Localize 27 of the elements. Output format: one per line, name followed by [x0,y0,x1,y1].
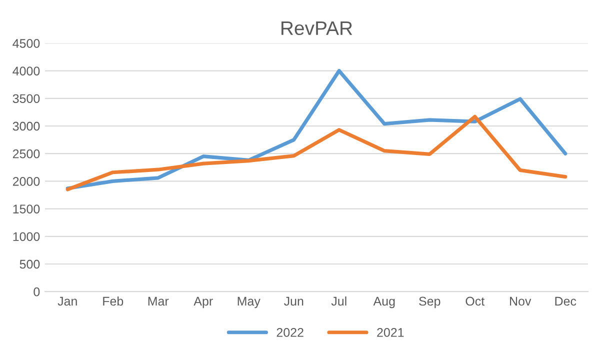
y-tick-label: 4500 [12,39,40,48]
y-tick-label: 4000 [12,66,40,76]
x-tick-label: Aug [373,296,395,308]
y-tick-label: 2000 [12,177,40,186]
x-tick-label: Apr [194,296,213,308]
x-tick-label: Jun [284,296,304,306]
x-tick-label: Feb [103,296,124,306]
legend-label: 2021 [377,328,404,337]
x-tick-label: Jul [331,296,346,306]
x-tick-label: Mar [148,296,169,306]
x-tick-label: Oct [466,296,485,306]
x-tick-label: Dec [555,296,576,306]
line-series [66,114,568,192]
line-series [66,68,568,190]
y-tick-label: 3000 [12,122,40,131]
y-tick-label: 2500 [12,149,40,158]
x-tick-label: Jan [58,296,77,306]
x-tick-label: Sep [419,296,440,308]
y-tick-label: 500 [20,260,40,269]
y-tick-label: 1500 [13,204,40,214]
y-tick-label: 1000 [13,232,40,242]
y-tick-label: 3500 [12,94,40,104]
y-tick-label: 0 [34,287,40,296]
legend-label: 2022 [276,328,304,337]
chart-title: RevPAR [282,21,352,36]
x-tick-label: Nov [510,296,532,306]
x-tick-label: May [238,296,260,308]
